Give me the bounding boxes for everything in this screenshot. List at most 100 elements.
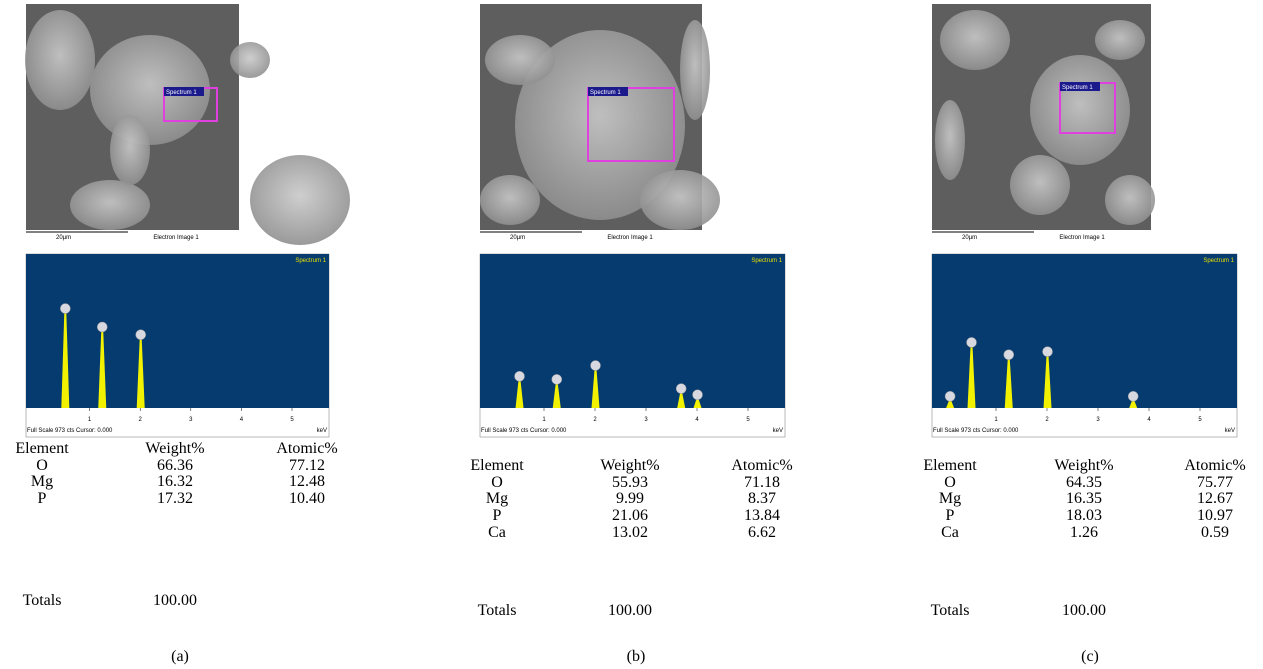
table-total: 100.00 bbox=[608, 602, 652, 619]
table-cell: O bbox=[944, 474, 956, 491]
roi-tag bbox=[588, 87, 628, 96]
table-cell: 66.36 bbox=[157, 457, 193, 474]
table-cell: O bbox=[491, 474, 503, 491]
image-footer bbox=[26, 230, 239, 242]
axis-tick-label: 2 bbox=[139, 417, 143, 423]
roi-box bbox=[587, 87, 675, 162]
particle bbox=[640, 170, 720, 230]
peak-marker bbox=[944, 391, 956, 402]
table-header: Weight% bbox=[1054, 457, 1113, 474]
peak bbox=[61, 312, 70, 408]
table-header: Element bbox=[470, 457, 524, 474]
table-cell: 17.32 bbox=[157, 490, 193, 507]
particle bbox=[1105, 175, 1155, 225]
particle bbox=[70, 180, 150, 230]
axis-tick-label: 1 bbox=[994, 417, 998, 423]
peak bbox=[1043, 355, 1052, 408]
axis-tick-label: 2 bbox=[593, 417, 597, 423]
table-cell: Mg bbox=[486, 490, 508, 507]
roi-label: Spectrum 1 bbox=[1062, 85, 1093, 91]
table-cell: 18.03 bbox=[1066, 507, 1102, 524]
axis-tick-label: 5 bbox=[746, 417, 750, 423]
table-cell: Ca bbox=[941, 524, 959, 541]
table-cell: 64.35 bbox=[1066, 474, 1102, 491]
particle bbox=[90, 35, 210, 145]
particle bbox=[230, 42, 270, 78]
peak bbox=[967, 346, 976, 408]
peak bbox=[946, 400, 955, 408]
particle bbox=[485, 35, 555, 85]
axis-tick-label: 5 bbox=[290, 417, 294, 423]
table-cell: 12.48 bbox=[289, 473, 325, 490]
table-cell: 8.37 bbox=[748, 490, 776, 507]
table-cell: 75.77 bbox=[1197, 474, 1233, 491]
particle bbox=[110, 115, 150, 185]
scale-bar-label: 20µm bbox=[510, 235, 525, 241]
table-cell: P bbox=[38, 490, 47, 507]
spectrum-plot bbox=[480, 254, 785, 408]
roi-label: Spectrum 1 bbox=[590, 90, 621, 96]
table-cell: 10.40 bbox=[289, 490, 325, 507]
table-header: Weight% bbox=[600, 457, 659, 474]
particle bbox=[680, 20, 710, 120]
particle bbox=[940, 10, 1010, 70]
table-header: Element bbox=[923, 457, 977, 474]
table-cell: 71.18 bbox=[744, 474, 780, 491]
table-total: 100.00 bbox=[153, 592, 197, 609]
table-cell: 9.99 bbox=[616, 490, 644, 507]
peak-marker bbox=[1003, 349, 1014, 360]
spectrum-title: Spectrum 1 bbox=[1203, 258, 1234, 264]
particle bbox=[480, 175, 540, 225]
table-cell: 21.06 bbox=[612, 507, 648, 524]
peak-marker bbox=[675, 383, 687, 394]
table-total: Totals bbox=[23, 592, 62, 609]
spectrum-unit: keV bbox=[773, 428, 783, 434]
peak bbox=[136, 338, 145, 408]
table-cell: Ca bbox=[488, 524, 506, 541]
spectrum-footer: Full Scale 973 cts Cursor: 0.000 bbox=[481, 428, 567, 434]
table-cell: Mg bbox=[939, 490, 961, 507]
roi-tag bbox=[1060, 82, 1100, 91]
peak bbox=[515, 380, 524, 408]
particle bbox=[250, 155, 350, 245]
peak-marker bbox=[590, 360, 601, 371]
image-caption: Electron Image 1 bbox=[607, 235, 653, 241]
particle bbox=[25, 10, 95, 110]
spectrum-title: Spectrum 1 bbox=[295, 258, 326, 264]
scale-bar-label: 20µm bbox=[962, 235, 977, 241]
peak bbox=[1004, 358, 1013, 408]
table-cell: P bbox=[946, 507, 955, 524]
peak bbox=[677, 392, 686, 408]
spectrum-title: Spectrum 1 bbox=[751, 258, 782, 264]
axis-tick-label: 4 bbox=[1147, 417, 1151, 423]
peak-marker bbox=[551, 374, 562, 385]
table-cell: 13.84 bbox=[744, 507, 780, 524]
panel: 20µm Electron Image 1 Spectrum 1 Spectrum 1… bbox=[923, 4, 1246, 665]
table-cell: 6.62 bbox=[748, 524, 776, 541]
roi-label: Spectrum 1 bbox=[166, 90, 197, 96]
axis-tick-label: 3 bbox=[1096, 417, 1100, 423]
peak bbox=[98, 331, 107, 408]
spectrum-footer: Full Scale 973 cts Cursor: 0.000 bbox=[27, 428, 113, 434]
table-cell: Mg bbox=[31, 473, 53, 490]
roi-tag bbox=[164, 87, 204, 96]
image-caption: Electron Image 1 bbox=[1059, 235, 1105, 241]
particle bbox=[515, 30, 685, 220]
table-cell: 16.35 bbox=[1066, 490, 1102, 507]
particle bbox=[935, 100, 965, 180]
peak-marker bbox=[1042, 346, 1053, 357]
image-caption: Electron Image 1 bbox=[153, 235, 199, 241]
peak-marker bbox=[135, 329, 146, 340]
axis-tick-label: 3 bbox=[644, 417, 648, 423]
axis-tick-label: 1 bbox=[542, 417, 546, 423]
table-cell: P bbox=[493, 507, 502, 524]
axis-tick-label: 2 bbox=[1045, 417, 1049, 423]
axis-tick-label: 4 bbox=[240, 417, 244, 423]
axis-tick-label: 5 bbox=[1198, 417, 1202, 423]
table-cell: 10.97 bbox=[1197, 507, 1233, 524]
axis-tick-label: 1 bbox=[88, 417, 92, 423]
peak-marker bbox=[97, 321, 108, 333]
spectrum-plot bbox=[26, 254, 329, 408]
peak bbox=[693, 398, 702, 408]
